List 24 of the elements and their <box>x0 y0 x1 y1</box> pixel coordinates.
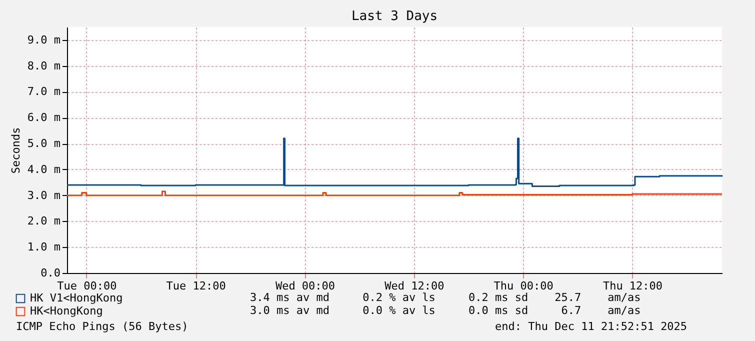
y-tick-label: 3.0 m <box>27 188 61 202</box>
legend-label: HK<HongKong <box>30 304 103 318</box>
text: 3.0 ms av md 0.0 % av ls 0.0 ms sd 6.7 am/as <box>250 304 641 317</box>
x-tick-label: Thu 12:00 <box>602 280 663 292</box>
x-tick-label: Tue 12:00 <box>166 280 226 292</box>
text: end: Thu Dec 11 21:52:51 2025 <box>495 320 688 333</box>
y-tick-label: 6.0 m <box>27 111 61 124</box>
text: ICMP Echo Pings (56 Bytes) <box>16 320 188 333</box>
text: 3.4 ms av md 0.2 % av ls 0.2 ms sd 25.7 am/as <box>250 291 641 304</box>
y-tick-label: 5.0 m <box>27 137 61 150</box>
y-tick-label: 8.0 m <box>27 59 61 72</box>
y-tick-label: 7.0 m <box>27 85 61 98</box>
x-tick-label: Tue 00:00 <box>57 280 117 292</box>
y-tick-label: 2.0 m <box>27 214 61 228</box>
x-tick-label: Wed 00:00 <box>275 280 336 292</box>
legend-label: HK V1<HongKong <box>30 292 123 304</box>
x-tick-label: Thu 00:00 <box>494 280 554 292</box>
y-tick-label: 1.0 m <box>27 240 61 254</box>
y-tick-label: 4.0 m <box>27 162 61 176</box>
x-tick-label: Wed 12:00 <box>384 280 444 292</box>
chart-title: Last 3 Days <box>351 9 438 24</box>
y-tick-label: 9.0 m <box>27 33 61 46</box>
y-axis-title: Seconds <box>9 127 22 174</box>
y-tick-label: 0.0 <box>40 266 60 280</box>
